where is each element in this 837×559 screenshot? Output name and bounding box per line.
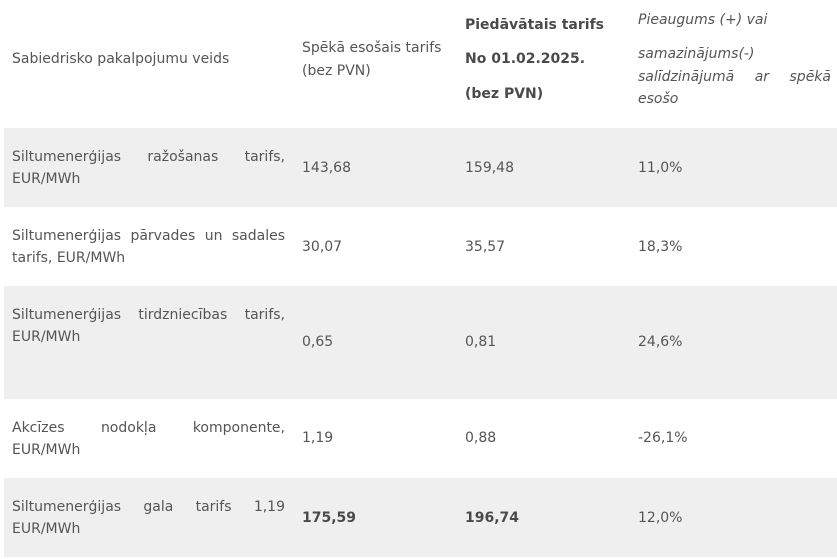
row-proposed-tariff: 0,88 (465, 430, 497, 446)
row-service-name: Siltumenerģijas gala tarifs 1,19 EUR/MWh (12, 499, 285, 537)
header-change-line3: salīdzinājumā ar spēkā esošo (638, 69, 831, 107)
row-service-name: Akcīzes nodokļa komponente, EUR/MWh (12, 420, 285, 458)
header-proposed-tariff-line2: No 01.02.2025. (465, 51, 586, 67)
row-service-name: Siltumenerģijas ražošanas tarifs, EUR/MW… (12, 149, 285, 187)
header-proposed-tariff-line3: (bez PVN) (465, 86, 544, 102)
row-current-tariff: 143,68 (302, 160, 351, 176)
table-row: Siltumenerģijas pārvades un sadales tari… (4, 207, 837, 286)
row-current-tariff: 1,19 (302, 430, 334, 446)
row-change: 24,6% (638, 334, 683, 350)
row-proposed-tariff: 35,57 (465, 239, 506, 255)
header-current-tariff-line2: (bez PVN) (302, 63, 371, 79)
header-change-line1: Pieaugums (+) vai (638, 12, 768, 28)
table-row: Siltumenerģijas tirdzniecības tarifs, EU… (4, 286, 837, 399)
row-current-tariff: 0,65 (302, 334, 334, 350)
table-row: Siltumenerģijas ražošanas tarifs, EUR/MW… (4, 128, 837, 207)
row-proposed-tariff: 0,81 (465, 334, 497, 350)
row-change: 11,0% (638, 160, 683, 176)
row-current-tariff: 30,07 (302, 239, 343, 255)
row-change: 12,0% (638, 510, 683, 526)
row-current-tariff: 175,59 (302, 510, 357, 526)
header-proposed-tariff-line1: Piedāvātais tarifs (465, 17, 605, 33)
table-row: Siltumenerģijas gala tarifs 1,19 EUR/MWh… (4, 478, 837, 557)
header-current-tariff-line1: Spēkā esošais tarifs (302, 40, 442, 56)
table-row: Akcīzes nodokļa komponente, EUR/MWh 1,19… (4, 399, 837, 478)
row-proposed-tariff: 196,74 (465, 510, 520, 526)
header-service-type: Sabiedrisko pakalpojumu veids (12, 51, 230, 67)
header-change-line2: samazinājums(-) (638, 46, 755, 62)
row-change: 18,3% (638, 239, 683, 255)
row-proposed-tariff: 159,48 (465, 160, 514, 176)
row-service-name: Siltumenerģijas tirdzniecības tarifs, EU… (12, 307, 285, 345)
table-header-row: Sabiedrisko pakalpojumu veids Spēkā esoš… (4, 0, 837, 128)
row-change: -26,1% (638, 430, 688, 446)
row-service-name: Siltumenerģijas pārvades un sadales tari… (12, 228, 285, 266)
